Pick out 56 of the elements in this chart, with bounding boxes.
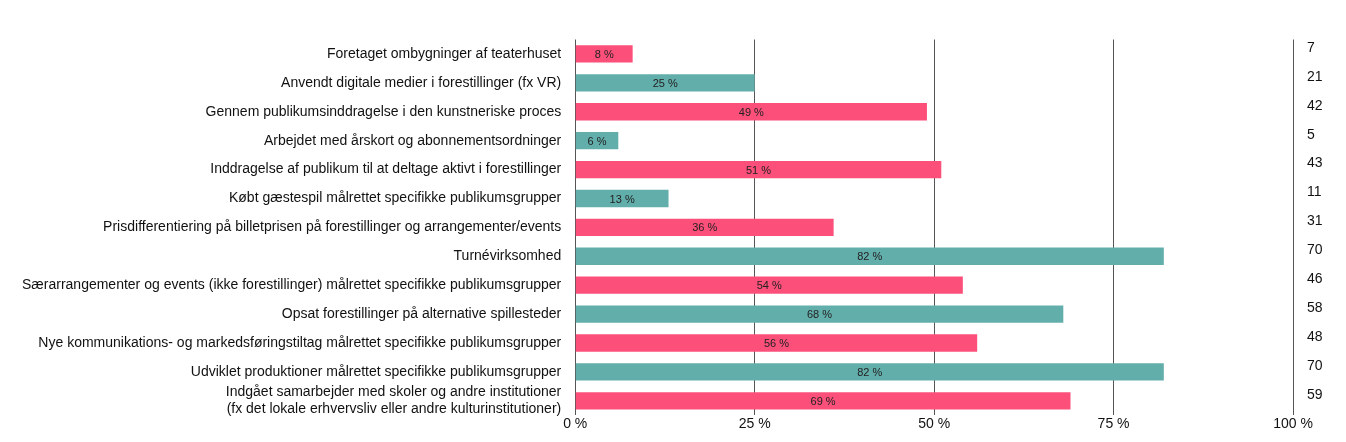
y-tick-label: Turnévirksomhed [453,247,562,264]
bar [575,103,927,121]
bar [575,276,963,294]
bar [575,392,1071,410]
text: 59 [1307,385,1323,402]
data-label: 36 % [692,221,718,234]
data-label: 68 % [806,308,833,321]
text: 43 [1307,154,1323,171]
data-label: 49 % [738,105,765,118]
data-label: 82 % [857,365,883,378]
y-tick-label: Prisdifferentiering på billetprisen på forestillinger og arrangementer/events [103,218,562,235]
x-tick-label: 50 % [918,414,951,431]
text: 46 [1307,270,1323,287]
bar [575,334,978,352]
text: 31 [1307,212,1323,229]
data-label: 69 % [810,394,836,407]
data-label: 51 % [745,163,772,176]
x-tick-label: 100 % [1273,414,1313,431]
bar [575,45,633,63]
y-tick-label: Foretaget ombygninger af teaterhuset [326,44,562,61]
text: 7 [1307,38,1315,55]
text: 5 [1307,125,1315,142]
data-label: 8 % [594,47,614,60]
text: 42 [1307,96,1323,113]
data-label: 25 % [652,76,678,89]
text: 70 [1307,356,1323,373]
y-tick-label: Arbejdet med årskort og abonnementsordninger [263,131,562,148]
bar [575,363,1164,381]
text: 11 [1307,183,1322,200]
y-tick-label: Gennem publikumsinddragelse i den kunstneriske proces [205,102,562,119]
data-label: 82 % [857,250,883,263]
bar [575,74,755,92]
x-tick-label: 0 % [563,414,588,431]
data-label: 6 % [587,134,607,147]
y-tick-label: Indgået samarbejder med skoler og andre institutioner (fx det lokale erhvervsliv eller andre kulturinstitutioner) [225,382,562,417]
bar [575,160,942,179]
text: 58 [1307,298,1323,315]
x-tick-label: 75 % [1097,414,1130,431]
text: 48 [1307,327,1323,344]
y-tick-label: Købt gæstespil målrettet specifikke publikumsgrupper [228,189,562,206]
y-tick-label: Særarrangementer og events (ikke forestillinger) målrettet specifikke publikumsgrupper [22,276,562,293]
bar [575,305,1064,323]
bar [575,189,669,208]
y-tick-label: Anvendt digitale medier i forestillinger (fx VR) [281,73,562,90]
bar [575,218,834,237]
data-label: 13 % [609,192,635,205]
y-tick-label: Udviklet produktioner målrettet specifikke publikumsgrupper [190,362,562,379]
x-tick-label: 25 % [738,414,771,431]
text: 21 [1307,67,1323,84]
y-tick-label: Nye kommunikations- og markedsføringstiltag målrettet specifikke publikumsgrupper [38,333,562,350]
data-label: 54 % [756,279,783,292]
text: 70 [1307,241,1323,258]
y-tick-label: Opsat forestillinger på alternative spillesteder [281,304,562,321]
bar [575,247,1164,265]
data-label: 56 % [763,337,790,350]
y-tick-label: Inddragelse af publikum til at deltage aktivt i forestillinger [210,160,562,177]
